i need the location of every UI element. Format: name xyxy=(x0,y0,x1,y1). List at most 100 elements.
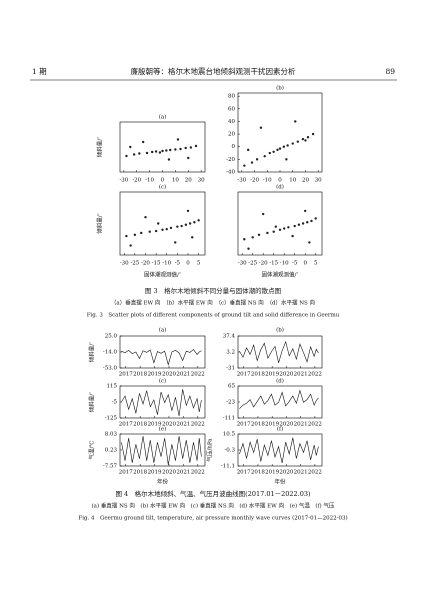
scatter-point xyxy=(197,219,200,222)
plot-frame xyxy=(237,385,323,419)
x-tick-label: 2020 xyxy=(279,422,293,428)
scatter-point xyxy=(132,153,136,156)
y-tick-label: -125 xyxy=(105,416,118,422)
x-tick-label: 20 xyxy=(302,178,309,184)
scatter-point xyxy=(186,209,190,213)
scatter-point xyxy=(154,229,158,233)
y-tick-label: 115 xyxy=(107,384,118,390)
scatter-point xyxy=(262,212,265,216)
scatter-point xyxy=(179,147,182,151)
x-axis-label: 年份 xyxy=(157,478,169,486)
y-tick-label: -7.57 xyxy=(103,464,118,470)
scatter-point xyxy=(169,148,172,152)
plot-frame xyxy=(119,385,206,419)
scatter-point xyxy=(125,234,128,238)
x-tick-label: 30 xyxy=(198,178,205,184)
scatter-point xyxy=(184,223,188,226)
x-tick-label: 2018 xyxy=(251,422,265,428)
x-tick-label: 2017 xyxy=(119,372,133,378)
scatter-point xyxy=(167,158,171,161)
x-tick-label: -15 xyxy=(269,261,278,267)
scatter-point xyxy=(259,126,263,129)
scatter-point xyxy=(165,227,168,231)
x-tick-label: 2021 xyxy=(294,422,308,428)
x-tick-label: 2020 xyxy=(162,470,176,476)
x-tick-label: 2019 xyxy=(148,372,162,378)
x-axis-label: 年份 xyxy=(274,478,286,486)
x-tick-label: 2019 xyxy=(265,470,279,476)
x-tick-label: -20 xyxy=(259,261,268,267)
scatter-point xyxy=(296,140,300,143)
x-tick-label: 2018 xyxy=(251,470,265,476)
plot-frame xyxy=(237,191,323,256)
x-tick-label: 2022 xyxy=(308,470,322,476)
running-title: 廉殷朝等：格尔木地震台地倾斜观测干扰因素分析 xyxy=(131,66,296,76)
scatter-point xyxy=(304,209,307,213)
scatter-point xyxy=(272,230,275,233)
x-tick-label: 2020 xyxy=(162,372,176,378)
scatter-point xyxy=(268,151,272,155)
x-tick-label: -10 xyxy=(162,261,171,267)
x-tick-label: 2022 xyxy=(191,470,205,476)
scatter-point xyxy=(169,226,173,230)
y-axis-label: 倾斜量/″ xyxy=(96,137,104,157)
fig4-caption-en: Fig. 4 Geermu ground tilt, temperature, … xyxy=(78,515,347,522)
x-tick-label: 2021 xyxy=(294,470,308,476)
scatter-point xyxy=(301,222,305,225)
x-tick-label: 2021 xyxy=(176,470,190,476)
scatter-point xyxy=(304,139,307,142)
scatter-point xyxy=(294,120,297,123)
x-tick-label: 2021 xyxy=(176,422,190,428)
scatter-point xyxy=(125,154,128,158)
x-tick-label: 0 xyxy=(278,178,282,184)
x-tick-label: 10 xyxy=(172,178,179,184)
y-tick-label: 25.0 xyxy=(105,334,118,340)
scatter-point xyxy=(310,219,313,223)
y-tick-label: -53.0 xyxy=(103,366,118,372)
y-tick-label: -5 xyxy=(112,400,118,406)
scatter-point xyxy=(194,144,198,148)
scatter-point xyxy=(274,225,277,228)
scatter-point xyxy=(291,234,294,238)
scatter-point xyxy=(287,226,290,229)
scatter-point xyxy=(180,224,183,228)
scatter-point xyxy=(278,228,282,231)
x-tick-label: 10 xyxy=(289,178,296,184)
scatter-point xyxy=(165,149,168,152)
scatter-point xyxy=(278,147,282,150)
scatter-point xyxy=(306,136,310,139)
x-tick-label: -10 xyxy=(145,178,154,184)
scatter-point xyxy=(188,222,192,225)
scatter-point xyxy=(145,151,149,155)
y-tick-label: 65 xyxy=(228,384,235,390)
y-tick-label: 20 xyxy=(228,132,235,138)
scatter-point xyxy=(243,238,246,241)
scatter-point xyxy=(283,227,286,230)
scatter-point xyxy=(314,217,317,220)
panel-label: (d) xyxy=(276,378,284,385)
y-tick-label: 0 xyxy=(232,144,236,150)
scatter-point xyxy=(308,241,311,244)
x-tick-label: 0 xyxy=(186,261,190,267)
fig4-subcaption: (a) 垂直摆 NS 向 (b) 水平摆 EW 向 (c) 垂直摆 NS 向 (… xyxy=(92,502,335,510)
scatter-point xyxy=(291,142,294,145)
y-tick-label: 10.5 xyxy=(223,432,236,438)
series-line xyxy=(121,349,202,366)
y-tick-label: -11.1 xyxy=(221,464,235,470)
panel-label: (f) xyxy=(277,426,283,433)
y-tick-label: -14.0 xyxy=(103,350,118,356)
y-tick-label: -23 xyxy=(226,400,235,406)
series-line xyxy=(239,340,319,363)
panel-label: (a) xyxy=(159,327,167,334)
scatter-point xyxy=(282,145,286,148)
x-tick-label: 0 xyxy=(303,261,307,267)
y-tick-label: 60 xyxy=(228,106,235,112)
scatter-point xyxy=(158,151,162,154)
x-tick-label: -25 xyxy=(248,261,257,267)
plot-frame xyxy=(119,191,206,256)
x-tick-label: 2017 xyxy=(119,470,133,476)
scatter-point xyxy=(257,233,261,237)
scatter-point xyxy=(301,137,305,141)
scatter-point xyxy=(251,236,254,239)
